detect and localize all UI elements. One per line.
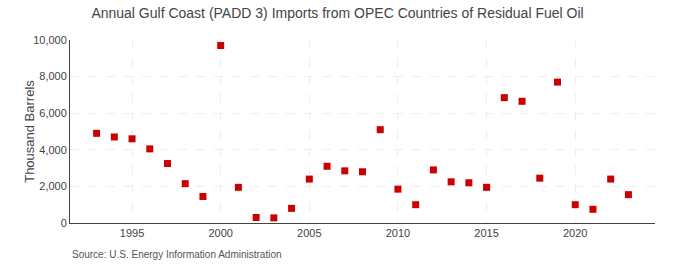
svg-text:Source: U.S. Energy Informatio: Source: U.S. Energy Information Administ… — [72, 249, 282, 260]
svg-text:2000: 2000 — [208, 227, 232, 239]
svg-text:8,000: 8,000 — [39, 70, 67, 82]
svg-text:6,000: 6,000 — [39, 107, 67, 119]
svg-text:2,000: 2,000 — [39, 180, 67, 192]
svg-text:Annual Gulf Coast (PADD 3) Imp: Annual Gulf Coast (PADD 3) Imports from … — [91, 5, 583, 21]
svg-text:0: 0 — [61, 217, 67, 229]
svg-text:4,000: 4,000 — [39, 144, 67, 156]
svg-text:1995: 1995 — [120, 227, 144, 239]
svg-text:2020: 2020 — [563, 227, 587, 239]
svg-text:10,000: 10,000 — [33, 34, 67, 46]
svg-text:2015: 2015 — [474, 227, 498, 239]
svg-text:2005: 2005 — [297, 227, 321, 239]
svg-text:Thousand Barrels: Thousand Barrels — [22, 80, 37, 183]
svg-text:2010: 2010 — [386, 227, 410, 239]
